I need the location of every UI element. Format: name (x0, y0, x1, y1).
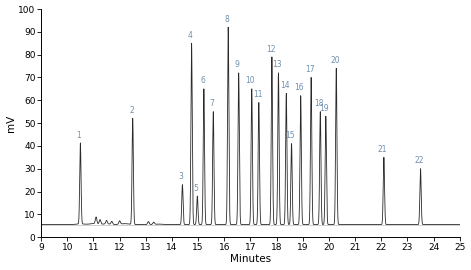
Text: 5: 5 (194, 184, 198, 193)
X-axis label: Minutes: Minutes (230, 254, 271, 264)
Text: 4: 4 (188, 31, 193, 40)
Text: 8: 8 (225, 15, 229, 24)
Text: 15: 15 (285, 131, 295, 140)
Y-axis label: mV: mV (6, 114, 16, 132)
Text: 14: 14 (280, 81, 290, 90)
Text: 22: 22 (414, 156, 424, 165)
Text: 3: 3 (179, 172, 184, 181)
Text: 16: 16 (294, 83, 304, 92)
Text: 7: 7 (210, 99, 214, 108)
Text: 18: 18 (314, 99, 324, 108)
Text: 21: 21 (378, 145, 387, 154)
Text: 20: 20 (330, 56, 340, 65)
Text: 11: 11 (253, 90, 262, 99)
Text: 19: 19 (320, 104, 329, 113)
Text: 9: 9 (235, 60, 240, 69)
Text: 10: 10 (246, 76, 255, 85)
Text: 13: 13 (272, 60, 282, 69)
Text: 17: 17 (305, 65, 315, 74)
Text: 1: 1 (77, 131, 81, 140)
Text: 2: 2 (129, 106, 134, 115)
Text: 6: 6 (200, 76, 205, 85)
Text: 12: 12 (266, 45, 276, 53)
